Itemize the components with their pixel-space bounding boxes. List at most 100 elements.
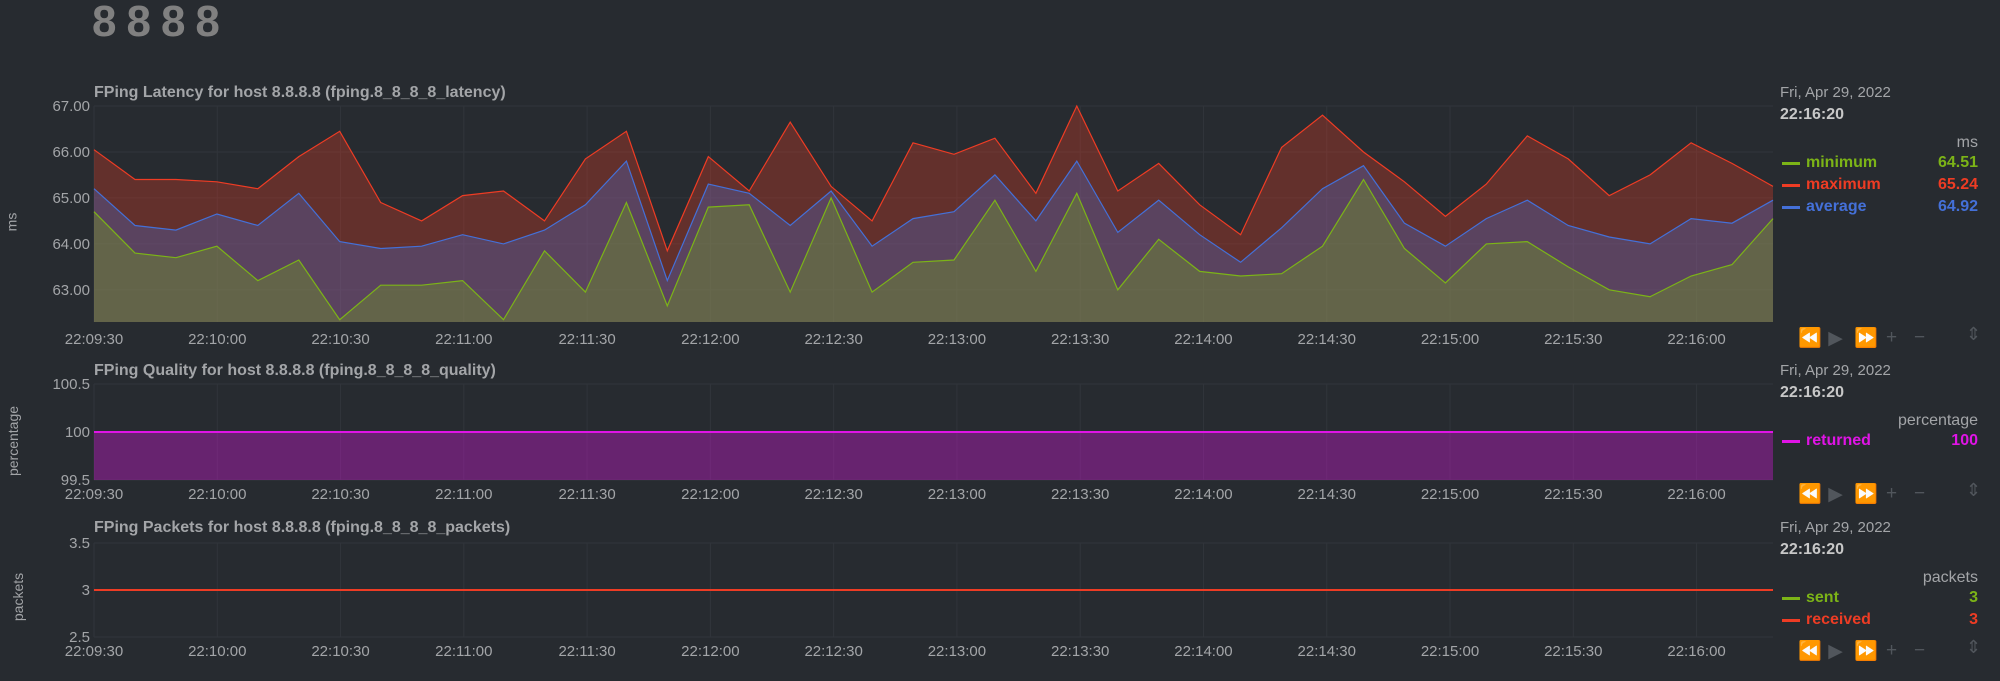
x-tick-label: 22:11:30 <box>558 331 615 348</box>
y-tick-label: 65.00 <box>52 190 90 207</box>
legend-value: 64.51 <box>1937 154 1978 171</box>
zoom-in-icon[interactable]: + <box>1885 640 1898 661</box>
legend-item-minimum[interactable]: minimum 64.51 <box>1780 152 1978 174</box>
average-area <box>94 161 1773 322</box>
x-tick-label: 22:11:30 <box>558 486 615 503</box>
chart-legend: Fri, Apr 29, 2022 22:16:20 ms minimum 64.… <box>1780 84 1978 218</box>
x-tick-label: 22:13:30 <box>1051 331 1109 348</box>
y-tick-label: 64.00 <box>52 236 90 253</box>
legend-label: returned <box>1806 432 1871 449</box>
chart-title: FPing Quality for host 8.8.8.8 (fping.8_… <box>94 362 496 379</box>
play-icon[interactable]: ▶ <box>1828 640 1843 662</box>
resize-handle-icon[interactable]: ⇕ <box>1966 480 1982 500</box>
fast-forward-icon[interactable]: ⏩ <box>1854 641 1878 662</box>
x-tick-label: 22:11:00 <box>435 331 492 348</box>
x-tick-label: 22:15:00 <box>1421 643 1479 660</box>
y-tick-label: 99.5 <box>61 472 90 489</box>
legend-item-maximum[interactable]: maximum 65.24 <box>1780 174 1978 196</box>
quality-plot[interactable]: 100.5 100 99.522:09:30 22:10:00 22:10:30 22:1… <box>0 358 1780 506</box>
legend-swatch <box>1782 161 1800 165</box>
x-tick-label: 22:14:30 <box>1298 643 1356 660</box>
legend-item-received[interactable]: received 3 <box>1780 609 1978 631</box>
x-tick-label: 22:14:00 <box>1174 643 1232 660</box>
legend-date: Fri, Apr 29, 2022 <box>1780 362 1891 379</box>
latency-chart: FPing Latency for host 8.8.8.8 (fping.8_… <box>0 78 2000 349</box>
legend-units: ms <box>1956 134 1978 151</box>
x-tick-label: 22:13:00 <box>928 331 986 348</box>
x-tick-label: 22:13:00 <box>928 643 986 660</box>
legend-swatch <box>1782 618 1800 622</box>
legend-time: 22:16:20 <box>1780 106 1845 123</box>
x-tick-label: 22:12:30 <box>804 486 862 503</box>
legend-item-returned[interactable]: returned 100 <box>1780 430 1978 452</box>
legend-units: percentage <box>1897 412 1978 429</box>
legend-item-average[interactable]: average 64.92 <box>1780 196 1978 218</box>
rewind-icon[interactable]: ⏪ <box>1798 484 1822 505</box>
minimum-line <box>93 178 1774 321</box>
zoom-out-icon[interactable]: − <box>1913 483 1926 504</box>
minimum-area <box>94 179 1773 322</box>
legend-rows: sent 3 received 3 <box>1780 587 1978 631</box>
zoom-out-icon[interactable]: − <box>1913 640 1926 661</box>
zoom-in-icon[interactable]: + <box>1885 483 1898 504</box>
x-tick-label: 22:14:30 <box>1298 486 1356 503</box>
y-tick-label: 3 <box>82 582 90 599</box>
legend-label: maximum <box>1806 176 1881 193</box>
x-tick-label: 22:13:30 <box>1051 643 1109 660</box>
legend-label: sent <box>1806 589 1839 606</box>
fast-forward-icon[interactable]: ⏩ <box>1854 328 1878 349</box>
y-tick-label: 67.00 <box>52 98 90 115</box>
legend-rows: minimum 64.51 maximum 65.24 average 64.92 <box>1780 152 1978 218</box>
chart-legend: Fri, Apr 29, 2022 22:16:20 packets sent 3… <box>1780 519 1978 631</box>
x-tick-label: 22:12:30 <box>804 643 862 660</box>
x-tick-label: 22:11:30 <box>558 643 615 660</box>
legend-swatch <box>1782 205 1800 209</box>
chart-legend: Fri, Apr 29, 2022 22:16:20 percentage re… <box>1780 362 1978 452</box>
legend-label: received <box>1806 611 1871 628</box>
x-tick-label: 22:15:30 <box>1544 331 1602 348</box>
returned-area <box>94 432 1773 480</box>
y-tick-label: 100 <box>65 424 90 441</box>
legend-time: 22:16:20 <box>1780 541 1845 558</box>
legend-value: 65.24 <box>1937 176 1978 193</box>
x-tick-label: 22:11:00 <box>435 643 492 660</box>
x-tick-label: 22:12:30 <box>804 331 862 348</box>
legend-label: average <box>1806 198 1867 215</box>
chart-title: FPing Latency for host 8.8.8.8 (fping.8_… <box>94 84 506 101</box>
y-tick-label: 3.5 <box>69 535 90 552</box>
x-tick-label: 22:14:00 <box>1174 486 1232 503</box>
legend-label: minimum <box>1806 154 1878 171</box>
x-tick-label: 22:10:00 <box>188 331 246 348</box>
legend-item-sent[interactable]: sent 3 <box>1780 587 1978 609</box>
x-tick-label: 22:16:00 <box>1667 486 1725 503</box>
x-tick-label: 22:10:30 <box>311 486 369 503</box>
resize-handle-icon[interactable]: ⇕ <box>1966 324 1982 344</box>
resize-handle-icon[interactable]: ⇕ <box>1966 637 1982 657</box>
x-tick-label: 22:10:00 <box>188 643 246 660</box>
x-tick-label: 22:15:00 <box>1421 331 1479 348</box>
legend-swatch <box>1782 183 1800 187</box>
x-tick-label: 22:12:00 <box>681 331 739 348</box>
x-tick-label: 22:14:00 <box>1174 331 1232 348</box>
chart-toolbox: ⏪ ▶ ⏩ + − <box>1798 482 1929 506</box>
latency-plot[interactable]: 67.00 66.00 65.00 64.00 63.00 22:09:30 22:10:0… <box>0 78 1780 348</box>
packets-plot[interactable]: 3.5 3 2.522:09:30 22:10:00 22:10:30 22:11:00 2… <box>0 515 1780 675</box>
legend-swatch <box>1782 596 1800 600</box>
fast-forward-icon[interactable]: ⏩ <box>1854 484 1878 505</box>
y-tick-label: 66.00 <box>52 144 90 161</box>
rewind-icon[interactable]: ⏪ <box>1798 641 1822 662</box>
x-tick-label: 22:12:00 <box>681 643 739 660</box>
y-tick-label: 63.00 <box>52 282 90 299</box>
rewind-icon[interactable]: ⏪ <box>1798 328 1822 349</box>
play-icon[interactable]: ▶ <box>1828 483 1843 505</box>
x-tick-label: 22:11:00 <box>435 486 492 503</box>
zoom-out-icon[interactable]: − <box>1913 327 1926 348</box>
legend-rows: returned 100 <box>1780 430 1978 452</box>
x-tick-label: 22:10:30 <box>311 331 369 348</box>
legend-units: packets <box>1922 569 1978 586</box>
play-icon[interactable]: ▶ <box>1828 327 1843 349</box>
x-tick-label: 22:09:30 <box>65 486 123 503</box>
x-tick-label: 22:16:00 <box>1667 643 1725 660</box>
zoom-in-icon[interactable]: + <box>1885 327 1898 348</box>
maximum-line <box>93 104 1774 253</box>
